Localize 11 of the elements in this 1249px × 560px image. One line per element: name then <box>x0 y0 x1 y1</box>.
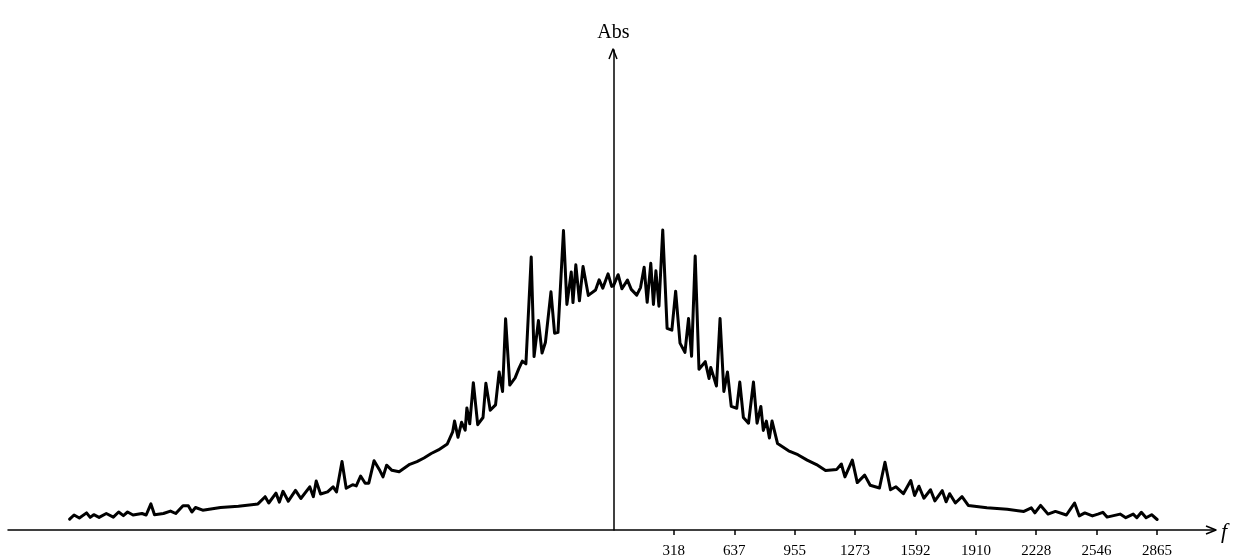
x-axis-title: f <box>1221 517 1230 543</box>
x-tick-label: 955 <box>783 541 806 558</box>
text: Abs <box>597 20 630 43</box>
x-tick-label: 1273 <box>839 541 870 558</box>
x-tick-label: 2228 <box>1021 541 1052 558</box>
x-tick-label: 2546 <box>1081 541 1113 558</box>
x-tick-label: 1592 <box>900 541 931 558</box>
x-tick-label: 637 <box>723 541 747 558</box>
x-tick-label: 318 <box>662 541 685 558</box>
x-tick-label: 2865 <box>1142 541 1173 558</box>
x-tick-label: 1910 <box>960 541 991 558</box>
